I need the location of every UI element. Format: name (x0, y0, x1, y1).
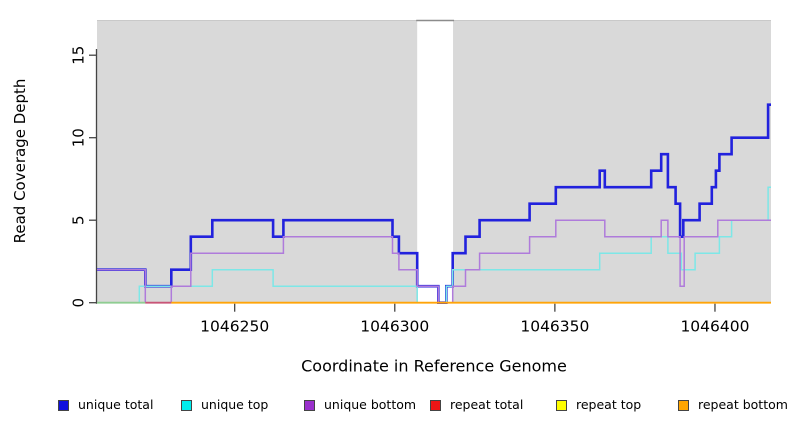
y-axis-title: Read Coverage Depth (11, 78, 29, 244)
legend-label: unique bottom (324, 397, 417, 412)
series-unique-top (97, 186, 771, 304)
legend-swatch-repeat-total (430, 399, 441, 411)
y-tick-label: 10 (70, 128, 88, 147)
legend-item-repeat-bottom: repeat bottom (678, 398, 788, 412)
series-unique-bottom (97, 219, 771, 304)
legend-item-repeat-total: repeat total (430, 398, 523, 412)
legend-label: repeat top (576, 397, 642, 412)
legend-item-repeat-top: repeat top (556, 398, 641, 412)
x-axis-title: Coordinate in Reference Genome (301, 356, 567, 376)
x-tick-label: 1046300 (360, 318, 429, 336)
legend: unique total unique top unique bottom repea… (0, 398, 792, 418)
coverage-gap-band (417, 13, 454, 303)
legend-label: repeat bottom (698, 397, 788, 412)
y-tick-label: 0 (70, 298, 88, 308)
y-tick-label: 5 (70, 215, 88, 225)
legend-swatch-unique-bottom (304, 399, 315, 411)
legend-item-unique-bottom: unique bottom (304, 398, 416, 412)
legend-label: unique top (201, 397, 269, 412)
y-tick-label: 15 (70, 46, 88, 65)
legend-swatch-unique-total (58, 399, 69, 411)
x-tick-label: 1046250 (200, 318, 269, 336)
x-tick-label: 1046350 (520, 318, 589, 336)
legend-item-unique-total: unique total (58, 398, 153, 412)
series-unique-total (97, 103, 771, 304)
legend-label: unique total (78, 397, 154, 412)
legend-swatch-repeat-bottom (678, 399, 689, 411)
legend-item-unique-top: unique top (181, 398, 268, 412)
legend-swatch-repeat-top (556, 399, 567, 411)
legend-swatch-unique-top (181, 399, 192, 411)
legend-label: repeat total (450, 397, 524, 412)
x-tick-label: 1046400 (680, 318, 749, 336)
